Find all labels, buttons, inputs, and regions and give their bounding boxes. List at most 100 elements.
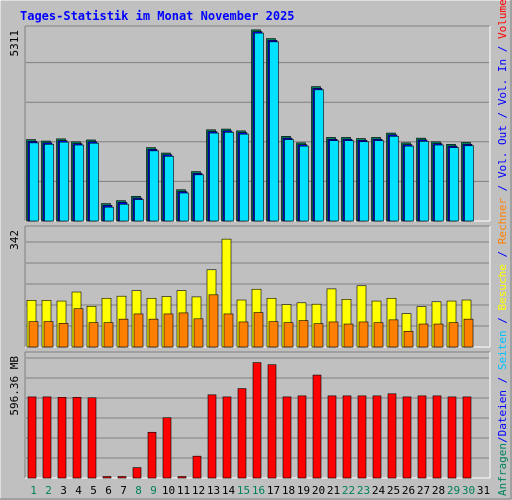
bar-volumen bbox=[192, 455, 202, 479]
bar-volumen bbox=[387, 393, 397, 479]
x-tick-label: 30 bbox=[462, 484, 475, 497]
bar-rechner bbox=[433, 323, 444, 348]
bar-rechner bbox=[58, 323, 69, 348]
side-legend-part: Seiten bbox=[496, 330, 509, 370]
bar-rechner bbox=[463, 318, 474, 348]
bar-rechner bbox=[403, 331, 414, 348]
side-legend-part: Volumen bbox=[496, 0, 509, 39]
bar-seiten bbox=[329, 140, 339, 222]
bar-rechner bbox=[358, 321, 369, 348]
bar-volumen bbox=[147, 431, 157, 479]
y-max-label-top: 5311 bbox=[8, 30, 21, 57]
bar-seiten bbox=[389, 136, 399, 222]
x-tick-label: 11 bbox=[177, 484, 190, 497]
bar-volumen bbox=[357, 395, 367, 479]
bar-rechner bbox=[268, 321, 279, 348]
bar-volumen bbox=[372, 395, 382, 479]
x-tick-label: 24 bbox=[372, 484, 386, 497]
bar-seiten bbox=[164, 156, 174, 222]
side-legend-part: / bbox=[496, 311, 509, 331]
bar-rechner bbox=[43, 321, 54, 348]
bar-volumen bbox=[252, 362, 262, 479]
x-tick-label: 18 bbox=[282, 484, 295, 497]
chart-panels: 5311 342 596.36 MB bbox=[8, 25, 491, 479]
bar-volumen bbox=[27, 396, 37, 479]
x-tick-label: 7 bbox=[120, 484, 127, 497]
x-tick-label: 17 bbox=[267, 484, 280, 497]
bar-rechner bbox=[178, 312, 189, 348]
side-legend-part: Besuche bbox=[496, 264, 509, 310]
bar-seiten bbox=[134, 199, 144, 222]
x-tick-label: 25 bbox=[387, 484, 400, 497]
bar-seiten bbox=[194, 174, 204, 222]
x-tick-label: 5 bbox=[90, 484, 97, 497]
bar-volumen bbox=[237, 388, 247, 479]
bar-seiten bbox=[314, 89, 324, 222]
x-tick-label: 23 bbox=[357, 484, 370, 497]
x-tick-label: 2 bbox=[45, 484, 52, 497]
bar-seiten bbox=[269, 41, 279, 222]
x-tick-label: 14 bbox=[222, 484, 236, 497]
side-legend-part: Dateien bbox=[496, 390, 509, 436]
bar-seiten bbox=[179, 192, 189, 222]
side-legend: Anfragen/Dateien / Seiten / Besuche / Re… bbox=[496, 0, 509, 496]
bar-volumen bbox=[102, 476, 112, 479]
panel-middle: 342 bbox=[8, 225, 491, 348]
bar-rechner bbox=[118, 318, 129, 348]
bar-seiten bbox=[299, 145, 309, 222]
bar-volumen bbox=[57, 397, 67, 479]
bar-volumen bbox=[417, 395, 427, 479]
x-tick-label: 29 bbox=[447, 484, 460, 497]
bar-volumen bbox=[117, 476, 127, 479]
bar-seiten bbox=[59, 141, 69, 222]
bar-seiten bbox=[149, 150, 159, 222]
bar-rechner bbox=[103, 322, 114, 348]
bar-volumen bbox=[327, 395, 337, 479]
bar-rechner bbox=[418, 323, 429, 348]
side-legend-part: / bbox=[496, 244, 509, 264]
bar-seiten bbox=[119, 203, 129, 222]
bar-volumen bbox=[432, 395, 442, 479]
bar-volumen bbox=[132, 467, 142, 479]
x-tick-label: 26 bbox=[402, 484, 415, 497]
bar-rechner bbox=[298, 320, 309, 348]
bar-rechner bbox=[238, 321, 249, 348]
bar-volumen bbox=[162, 417, 172, 479]
bar-volumen bbox=[402, 396, 412, 479]
side-legend-part: / bbox=[496, 39, 509, 59]
bar-volumen bbox=[72, 397, 82, 479]
x-tick-label: 10 bbox=[162, 484, 175, 497]
side-legend-part: / bbox=[496, 178, 509, 198]
bar-rechner bbox=[193, 318, 204, 348]
bar-seiten bbox=[209, 132, 219, 222]
bar-volumen bbox=[42, 396, 52, 479]
bar-rechner bbox=[133, 313, 144, 348]
bar-rechner bbox=[88, 322, 99, 348]
bar-volumen bbox=[447, 396, 457, 479]
x-tick-label: 28 bbox=[432, 484, 445, 497]
bar-seiten bbox=[464, 145, 474, 222]
bar-rechner bbox=[373, 322, 384, 348]
bar-seiten bbox=[29, 142, 39, 222]
bar-seiten bbox=[89, 142, 99, 222]
x-tick-label: 4 bbox=[75, 484, 82, 497]
x-tick-label: 19 bbox=[297, 484, 310, 497]
x-tick-label: 13 bbox=[207, 484, 220, 497]
x-tick-label: 20 bbox=[312, 484, 325, 497]
bar-rechner bbox=[313, 323, 324, 348]
bar-rechner bbox=[28, 321, 39, 348]
side-legend-part: / bbox=[496, 436, 509, 443]
side-legend-part: Vol. In bbox=[496, 59, 509, 105]
bar-volumen bbox=[222, 396, 232, 479]
x-axis-day-labels: 1 2 3 4 5 6 7 8 9 10 11 12 13 14 15 16 17 18 19 20 21 22 23 24 2… bbox=[30, 484, 490, 497]
bar-seiten bbox=[44, 144, 54, 222]
bar-volumen bbox=[312, 374, 322, 479]
bar-seiten bbox=[449, 147, 459, 222]
x-tick-label: 1 bbox=[30, 484, 37, 497]
bar-seiten bbox=[344, 140, 354, 222]
bar-rechner bbox=[73, 308, 84, 348]
side-legend-part: Anfragen bbox=[496, 443, 509, 496]
bar-rechner bbox=[163, 313, 174, 348]
bar-rechner bbox=[223, 313, 234, 348]
